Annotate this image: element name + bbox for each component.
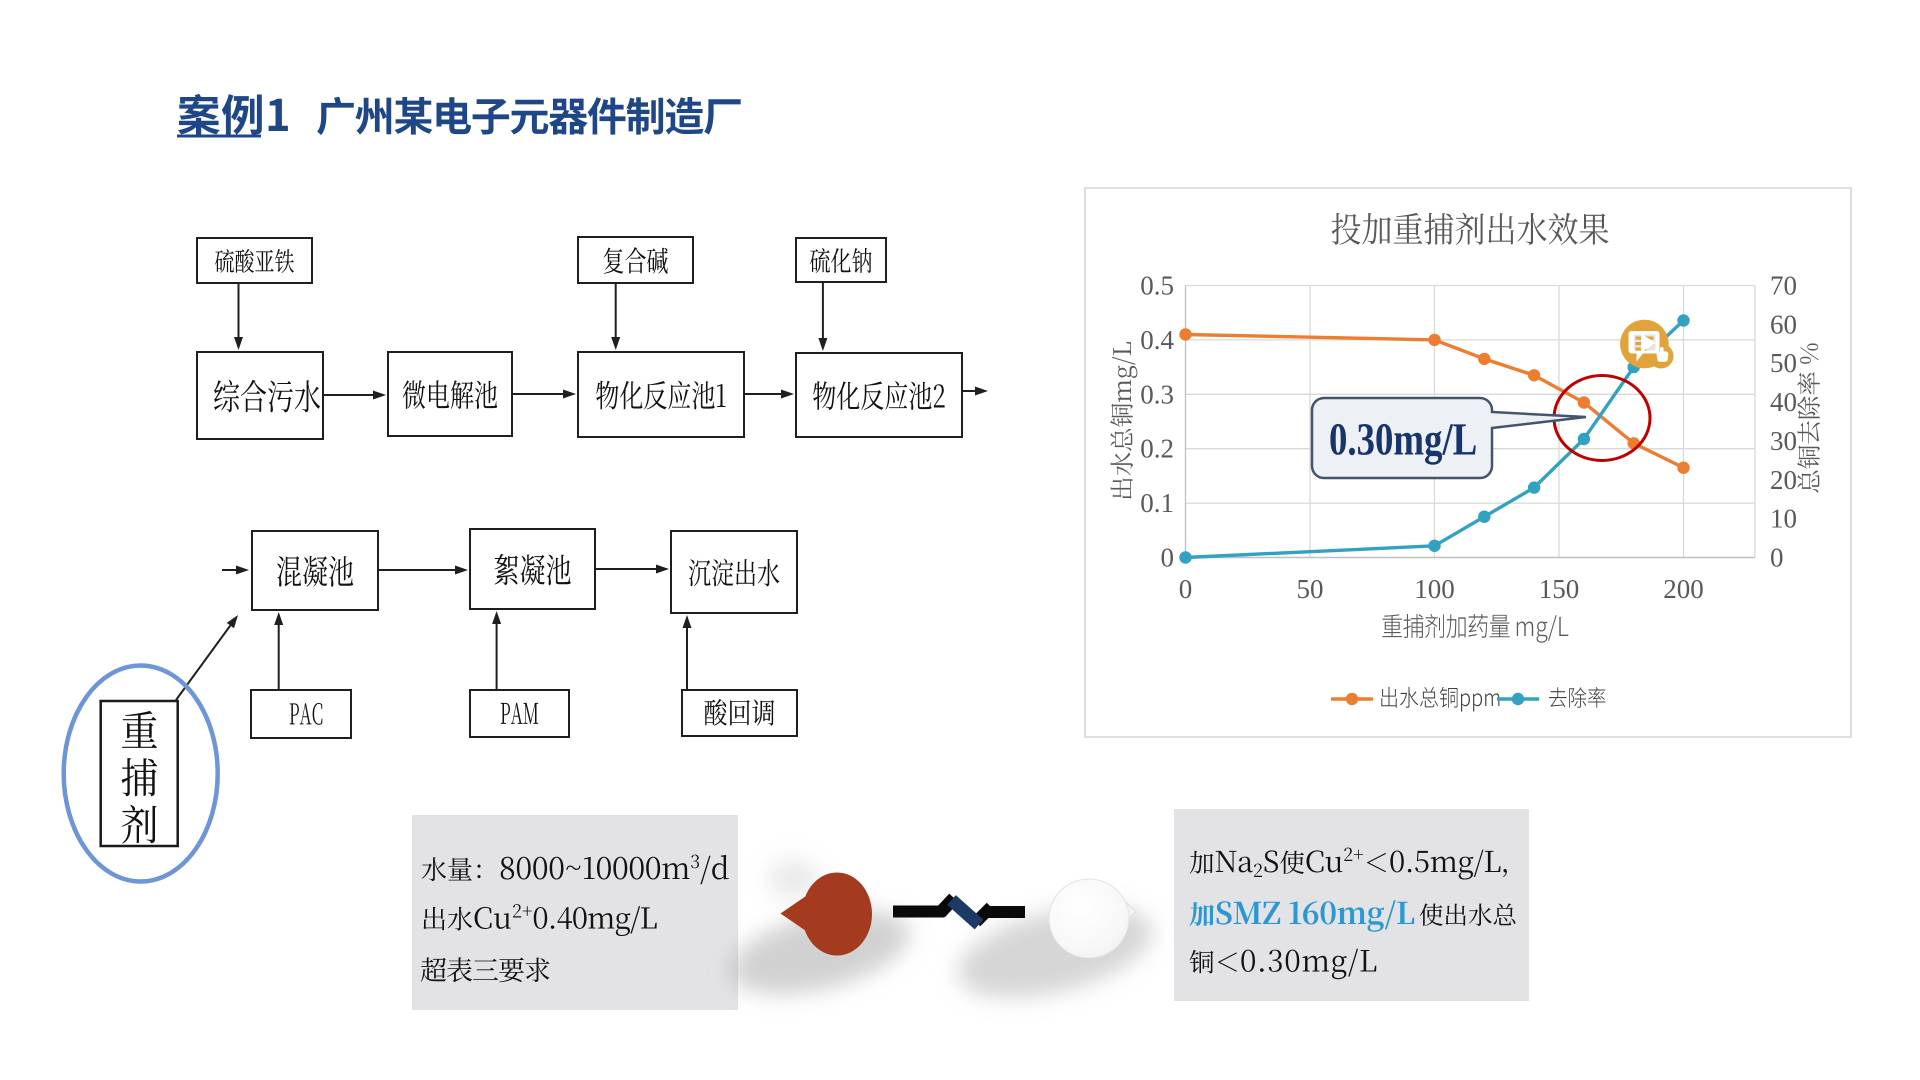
svg-text:0: 0	[1770, 543, 1784, 573]
svg-text:40: 40	[1770, 387, 1797, 417]
svg-text:0.1: 0.1	[1140, 488, 1174, 518]
svg-text:50: 50	[1770, 348, 1797, 378]
svg-text:0: 0	[1161, 543, 1175, 573]
svg-text:50: 50	[1297, 574, 1324, 604]
svg-text:0.5: 0.5	[1140, 271, 1174, 301]
svg-text:10: 10	[1770, 504, 1797, 534]
svg-text:0.4: 0.4	[1140, 325, 1174, 355]
svg-text:100: 100	[1414, 574, 1455, 604]
svg-text:30: 30	[1770, 426, 1797, 456]
svg-text:20: 20	[1770, 465, 1797, 495]
svg-text:0.3: 0.3	[1140, 379, 1174, 409]
svg-text:0.2: 0.2	[1140, 434, 1174, 464]
svg-text:150: 150	[1539, 574, 1580, 604]
svg-text:0: 0	[1179, 574, 1193, 604]
svg-text:60: 60	[1770, 309, 1797, 339]
svg-text:70: 70	[1770, 271, 1797, 301]
svg-text:200: 200	[1663, 574, 1704, 604]
